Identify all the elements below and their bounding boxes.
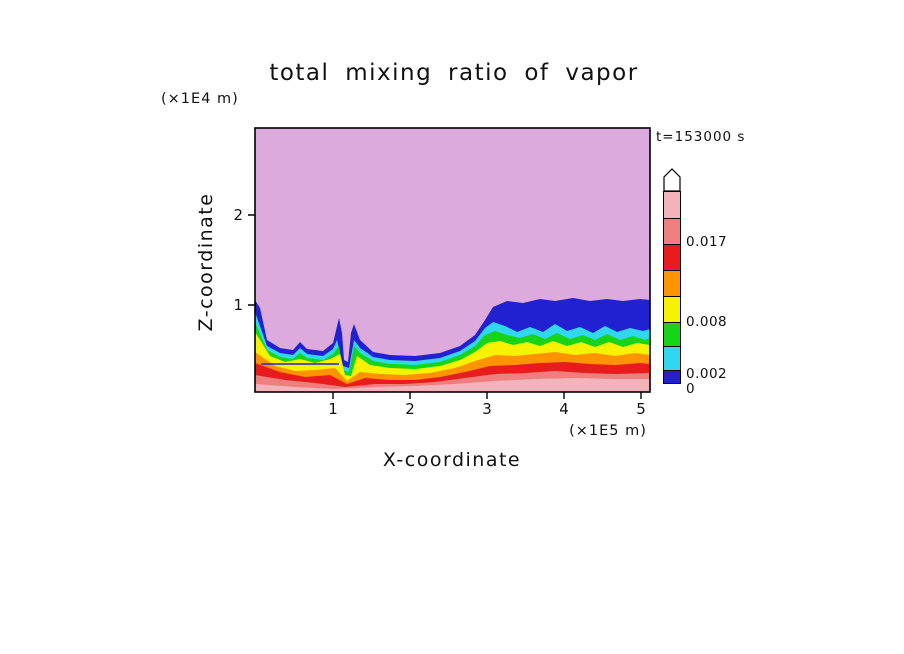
colorbar [663,168,681,384]
colorbar-band-0 [663,370,681,384]
colorbar-band-7 [663,191,681,219]
colorbar-label-0017: 0.017 [686,234,728,250]
time-annotation: t=153000 s [656,129,746,145]
chart-title: total mixing ratio of vapor [269,60,639,86]
x-axis-ticks [332,392,642,399]
colorbar-bands [663,191,681,384]
colorbar-band-4 [663,270,681,297]
y-axis-ticks [248,214,255,306]
y-tick-2: 2 [233,206,243,224]
contour-plot [248,127,651,399]
colorbar-band-6 [663,218,681,245]
colorbar-band-3 [663,296,681,323]
y-axis-unit: (×1E4 m) [161,91,239,107]
colorbar-band-5 [663,244,681,271]
x-tick-3: 3 [482,400,492,418]
x-tick-4: 4 [559,400,569,418]
contour-detail-speck [517,307,521,311]
colorbar-label-0: 0 [686,381,696,397]
colorbar-band-1 [663,346,681,371]
colorbar-label-0008: 0.008 [686,314,728,330]
plot-frame [254,127,651,393]
contour-detail-speck [523,311,527,315]
colorbar-overflow-arrow [663,168,681,192]
x-axis-title: X-coordinate [382,449,522,471]
x-tick-2: 2 [405,400,415,418]
colorbar-label-0002: 0.002 [686,366,728,382]
x-tick-1: 1 [328,400,338,418]
x-axis-unit: (×1E5 m) [569,423,647,439]
contour-region-pink [255,378,650,392]
y-tick-1: 1 [233,296,243,314]
colorbar-band-2 [663,322,681,347]
y-axis-title: Z-coordinate [195,192,217,332]
x-tick-5: 5 [636,400,646,418]
